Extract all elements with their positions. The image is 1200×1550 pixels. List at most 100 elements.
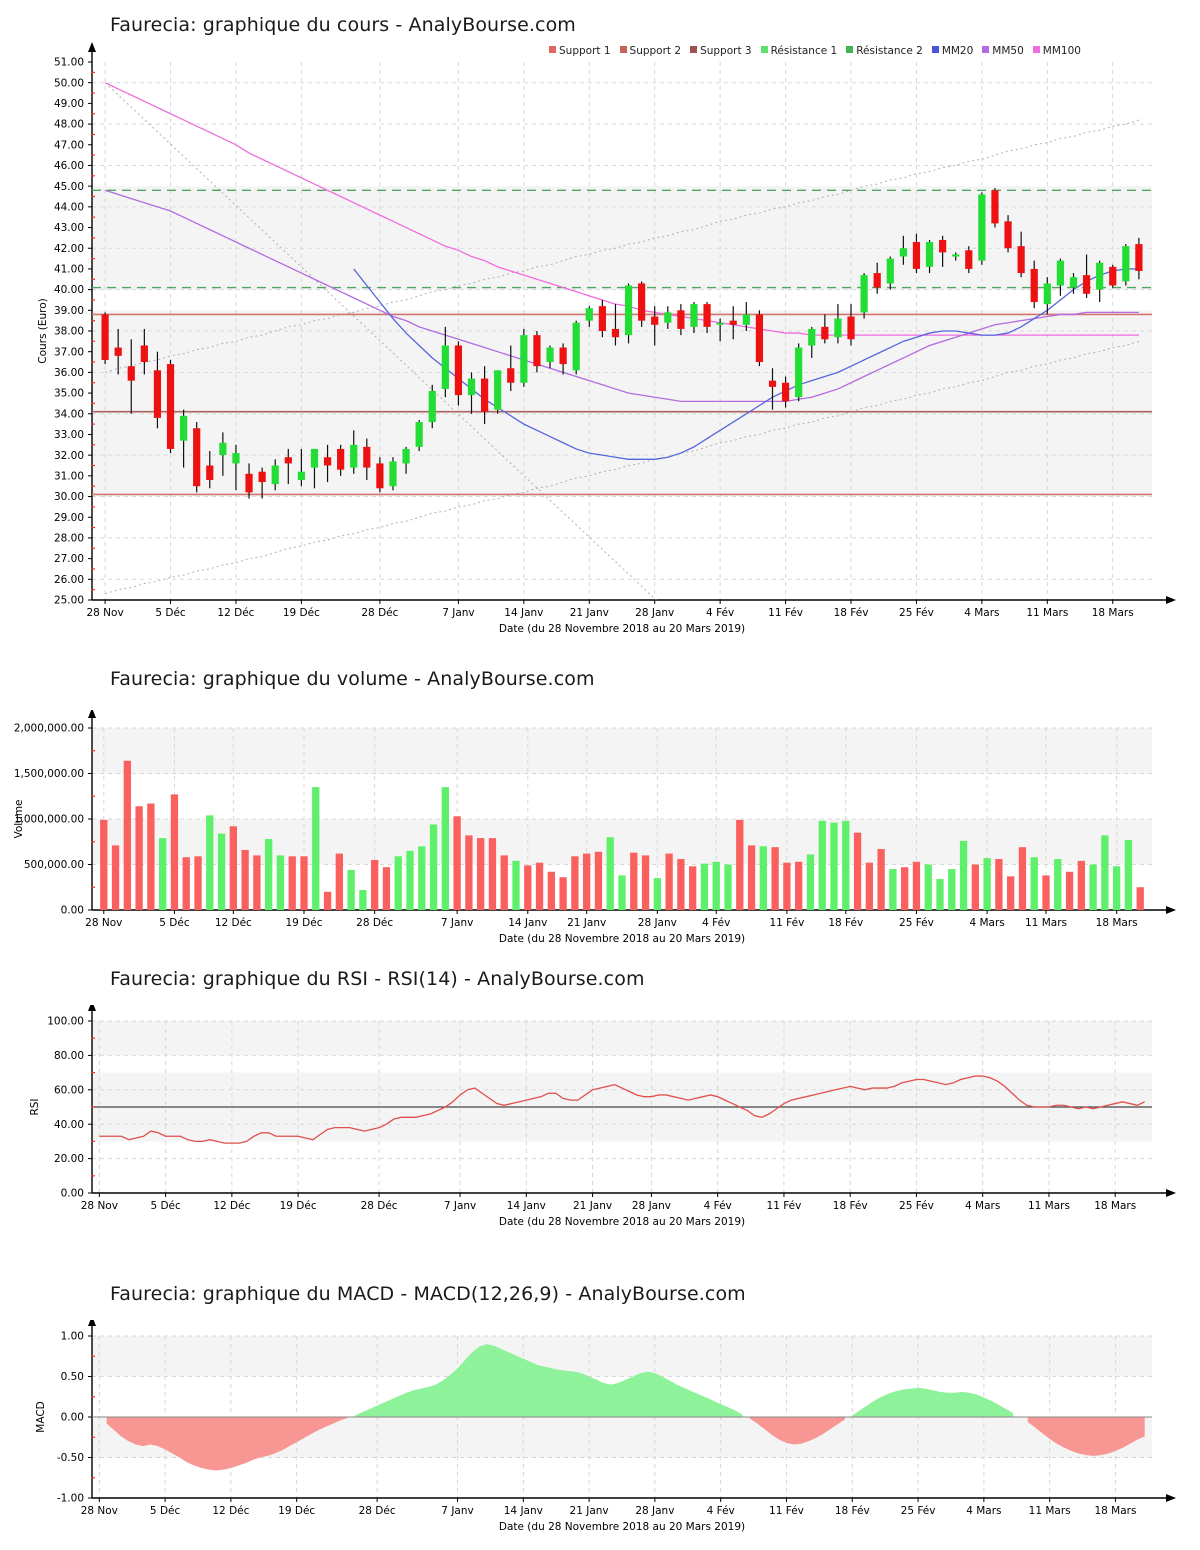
volume-bar — [971, 864, 979, 910]
y-tick-label: 41.00 — [54, 264, 84, 276]
volume-bar — [170, 794, 179, 910]
y-tick-label: 48.00 — [54, 119, 84, 131]
candle-body — [258, 471, 266, 483]
candle-body — [624, 285, 633, 336]
volume-bar — [547, 871, 555, 910]
candle-body — [899, 248, 907, 257]
volume-bar — [500, 855, 508, 910]
candle-body — [101, 314, 109, 360]
rsi-line — [99, 1075, 1145, 1144]
volume-bar — [783, 862, 791, 910]
x-tick-label: 7 Janv — [441, 1505, 473, 1517]
x-tick-label: 21 Janv — [570, 1505, 609, 1517]
x-tick-label: 11 Mars — [1029, 1505, 1071, 1517]
volume-bar — [100, 819, 108, 910]
volume-bar — [618, 875, 626, 910]
candle-body — [834, 318, 842, 338]
candlestick — [1017, 231, 1025, 278]
volume-bar — [1054, 859, 1062, 910]
volume-bar — [465, 835, 473, 910]
candlestick — [1109, 264, 1117, 288]
x-tick-label: 28 Déc — [361, 1200, 398, 1212]
x-tick-label: 12 Déc — [215, 917, 252, 929]
mm100-line — [104, 82, 1139, 336]
volume-bar — [323, 891, 332, 910]
candle-body — [925, 242, 934, 267]
x-tick-label: 14 Janv — [504, 607, 543, 619]
volume-bar — [924, 864, 932, 910]
volume-bar — [488, 838, 497, 910]
y-tick-label: 2,000,000.00 — [14, 723, 84, 735]
candlestick — [350, 430, 358, 474]
x-tick-label: 5 Déc — [150, 1200, 181, 1212]
y-tick-label: 80.00 — [54, 1050, 84, 1062]
y-tick-label: 26.00 — [54, 574, 84, 586]
x-tick-label: 11 Fév — [768, 607, 803, 619]
candle-body — [1056, 260, 1064, 286]
candle-body — [193, 428, 201, 487]
candlestick — [808, 326, 816, 358]
volume-bar — [241, 849, 249, 910]
volume-bar — [771, 847, 779, 910]
candle-body — [1030, 268, 1038, 303]
y-tick-label: 1,000,000.00 — [14, 814, 84, 826]
candlestick — [965, 246, 973, 274]
volume-bar — [1018, 847, 1027, 910]
candle-body — [755, 314, 764, 363]
volume-bar — [406, 850, 414, 910]
candlestick — [585, 306, 593, 327]
candlestick — [572, 320, 580, 375]
volume-bar — [441, 787, 449, 910]
candle-body — [1135, 244, 1143, 271]
mm50-line — [104, 189, 1139, 402]
candle-body — [402, 448, 410, 464]
volume-bar — [288, 856, 296, 910]
volume-bar — [371, 859, 379, 910]
candlestick — [768, 368, 777, 410]
x-tick-label: 28 Nov — [81, 1200, 118, 1212]
candlestick — [559, 343, 567, 375]
volume-bar — [983, 858, 991, 910]
candlestick — [1004, 215, 1012, 253]
legend-swatch-icon — [931, 46, 939, 53]
volume-bar — [276, 855, 285, 910]
volume-bar — [865, 862, 873, 910]
legend-item-support-3: Support 3 — [690, 45, 752, 57]
x-tick-label: 4 Mars — [966, 1505, 1001, 1517]
candle-body — [952, 254, 960, 257]
candle-body — [1043, 283, 1051, 305]
plot-band — [92, 1336, 1152, 1377]
candlestick — [1043, 277, 1051, 315]
volume-bar — [736, 819, 744, 910]
candlestick — [166, 359, 175, 454]
candlestick — [402, 446, 410, 474]
candle-body — [219, 442, 227, 456]
candle-body — [572, 322, 580, 371]
legend-label: Support 1 — [559, 45, 611, 57]
x-axis-title: Date (du 28 Novembre 2018 au 20 Mars 201… — [499, 623, 745, 635]
y-tick-label: 0.00 — [61, 1412, 84, 1424]
x-tick-label: 25 Fév — [901, 1505, 936, 1517]
legend-item-r-sistance-1: Résistance 1 — [760, 45, 837, 57]
candle-body — [245, 473, 253, 493]
x-tick-label: 19 Déc — [278, 1505, 315, 1517]
candlestick — [337, 444, 345, 476]
legend-item-support-2: Support 2 — [619, 45, 681, 57]
volume-bar — [194, 856, 202, 910]
candle-body — [664, 312, 672, 323]
volume-bar — [630, 852, 638, 910]
volume-bar — [312, 787, 320, 910]
price-chart-title: Faurecia: graphique du cours - AnalyBour… — [110, 14, 576, 36]
legend-label: MM20 — [941, 45, 974, 57]
candle-body — [821, 326, 829, 340]
volume-bar — [641, 855, 650, 910]
rsi-chart-title: Faurecia: graphique du RSI - RSI(14) - A… — [110, 968, 645, 990]
macd-chart-panel: Faurecia: graphique du MACD - MACD(12,26… — [0, 1270, 1200, 1550]
candlestick — [507, 345, 515, 392]
volume-bar — [1042, 875, 1050, 910]
candlestick — [533, 331, 541, 373]
candle-body — [1122, 246, 1130, 282]
y-tick-label: 500,000.00 — [24, 859, 84, 871]
x-tick-label: 28 Janv — [635, 607, 674, 619]
candle-body — [559, 347, 567, 365]
